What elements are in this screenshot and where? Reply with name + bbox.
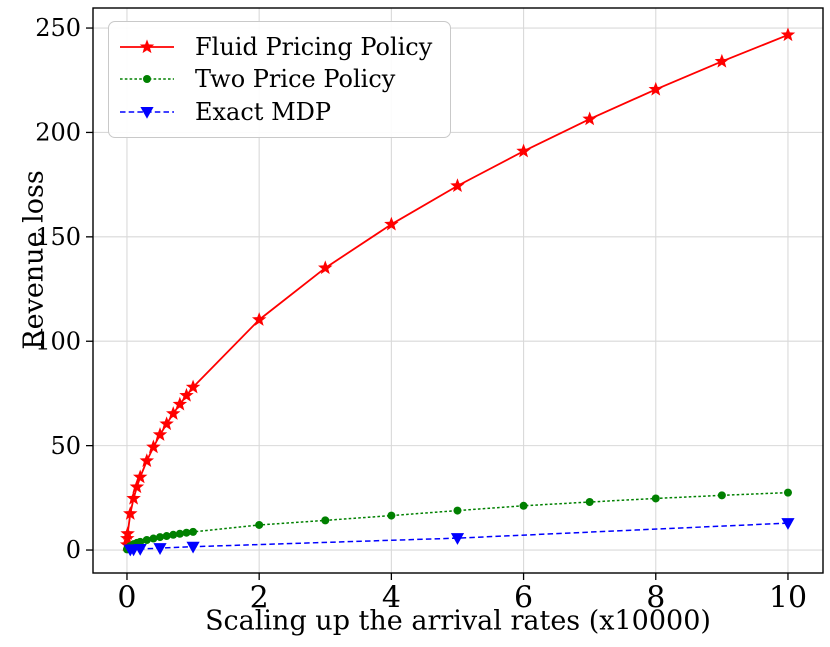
series-marker [129,479,145,494]
series-marker [139,453,155,468]
series-marker [166,406,181,420]
series-marker [450,533,465,545]
legend-item: Exact MDP [119,100,432,124]
series-marker [251,312,267,326]
series-marker [146,439,161,454]
series-marker [384,216,399,231]
legend-line-sample-exact-mdp [120,106,174,119]
y-axis-label: Revenue loss [18,170,50,350]
legend-item: Fluid Pricing Policy [119,35,432,59]
series-marker [132,469,148,484]
x-tick-label: 10 [769,581,807,616]
y-tick-label: 0 [66,536,81,564]
legend: Fluid Pricing Policy Two Price Policy Ex… [108,21,452,138]
series-marker [453,506,462,515]
series-marker [783,488,792,497]
y-tick-label: 150 [35,223,81,251]
legend-line-sample-two-price [120,75,174,84]
series-marker [781,518,795,530]
series-marker [185,379,201,394]
series-marker [651,494,660,503]
x-tick-label: 8 [646,581,665,616]
series-marker [152,427,168,441]
x-tick-label: 0 [117,581,136,616]
x-axis-label: Scaling up the arrival rates (x10000) [205,605,711,637]
series-marker [123,506,138,520]
series-marker [387,511,396,520]
series-marker [162,532,171,541]
series-marker [182,528,191,537]
legend-label: Exact MDP [195,97,332,126]
legend-label: Fluid Pricing Policy [195,33,433,62]
series-marker [149,534,158,543]
series-marker [120,530,135,545]
series-marker [142,536,151,545]
series-marker [648,81,663,96]
y-tick-label: 100 [35,327,81,355]
series-marker [189,527,198,536]
series-marker [714,53,730,68]
series-marker [321,516,330,525]
series-marker [255,520,264,529]
series-marker [172,396,188,411]
series-marker [136,537,145,546]
series-marker [143,75,151,84]
legend-line-sample-fluid [120,39,174,54]
series-marker [717,491,726,500]
series-marker [318,260,333,275]
series-marker [120,526,135,540]
x-tick-label: 2 [250,581,269,616]
y-tick-label: 250 [35,14,81,42]
series-marker [179,387,194,402]
series-marker [169,530,178,539]
series-marker [175,529,184,538]
series-marker [519,501,528,510]
series-marker [516,143,531,158]
legend-item: Two Price Policy [119,67,432,91]
series-marker [140,106,154,119]
series-marker [159,416,174,431]
series-marker [186,541,200,554]
series-marker [450,178,465,193]
series-marker [585,498,594,507]
y-tick-label: 200 [35,119,81,147]
x-tick-label: 4 [382,581,401,616]
legend-label: Two Price Policy [195,65,396,94]
series-marker [133,543,147,556]
series-marker [153,543,167,555]
x-tick-label: 6 [514,581,533,616]
series-marker [582,111,597,126]
axis-spine [92,7,824,574]
series-marker [139,39,155,54]
series-marker [780,27,796,42]
y-tick-label: 50 [50,432,81,460]
series-marker [156,533,165,542]
series-marker [126,490,141,505]
